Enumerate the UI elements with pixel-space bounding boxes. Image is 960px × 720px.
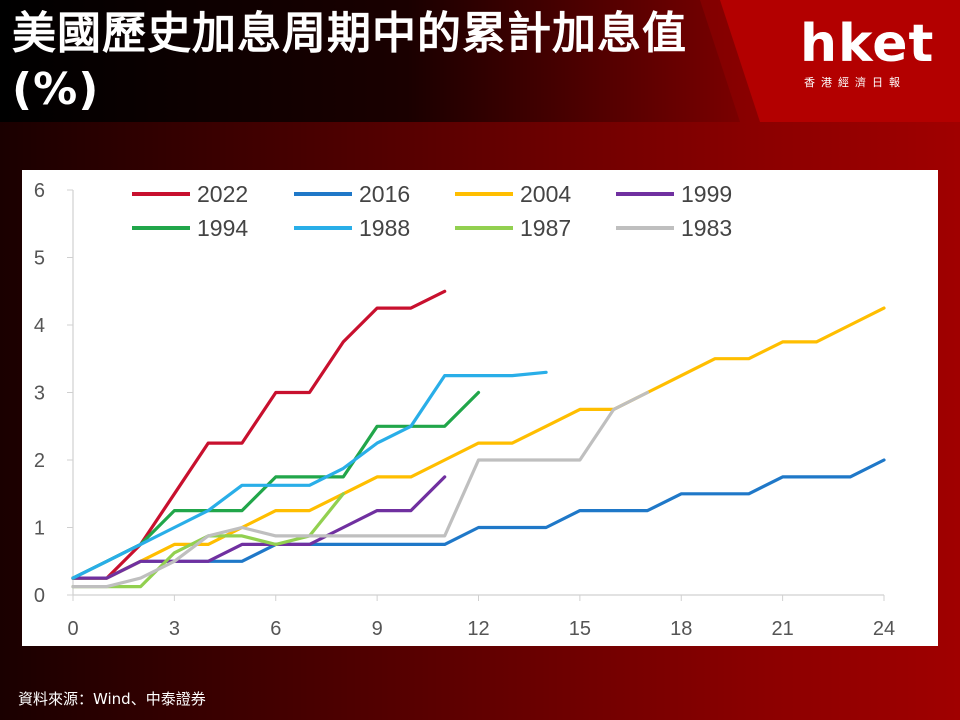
series-line-1999 bbox=[71, 475, 447, 580]
brand-wedge bbox=[720, 0, 960, 122]
y-tick-label: 1 bbox=[34, 518, 45, 540]
y-tick-label: 3 bbox=[34, 383, 45, 405]
x-tick-label: 18 bbox=[670, 618, 692, 640]
header-band bbox=[0, 0, 740, 122]
y-tick-label: 0 bbox=[34, 585, 45, 607]
x-tick-label: 12 bbox=[467, 618, 489, 640]
x-tick-label: 15 bbox=[569, 618, 591, 640]
y-tick-label: 5 bbox=[34, 248, 45, 270]
legend-label-1999: 1999 bbox=[681, 181, 732, 207]
series-line-1988 bbox=[71, 370, 548, 580]
chart-panel: 0 1 2 3 4 5 6 0 3 6 9 12 15 18 21 24 2022 2016 2004 1999 199… bbox=[22, 170, 938, 646]
hket-logo: hket 香港經濟日報 bbox=[800, 14, 940, 94]
source-note: 資料來源：Wind、中泰證券 bbox=[18, 690, 206, 708]
legend-label-2016: 2016 bbox=[359, 181, 410, 207]
y-tick-label: 4 bbox=[34, 315, 45, 337]
x-tick-label: 24 bbox=[873, 618, 895, 640]
legend-label-1983: 1983 bbox=[681, 215, 732, 241]
x-tick-label: 9 bbox=[372, 618, 383, 640]
x-tick-label: 6 bbox=[270, 618, 281, 640]
x-tick-label: 3 bbox=[169, 618, 180, 640]
page-title: 美國歷史加息周期中的累計加息值(%) bbox=[12, 8, 687, 115]
logo-wordmark: hket bbox=[800, 14, 935, 74]
legend-label-2022: 2022 bbox=[197, 181, 248, 207]
y-tick-label: 2 bbox=[34, 450, 45, 472]
y-tick-label: 6 bbox=[34, 180, 45, 202]
series-line-1983 bbox=[71, 390, 650, 589]
x-tick-label: 21 bbox=[772, 618, 794, 640]
legend-label-1994: 1994 bbox=[197, 215, 248, 241]
series-line-2022 bbox=[71, 289, 447, 580]
legend-label-1987: 1987 bbox=[520, 215, 571, 241]
x-tick-label: 0 bbox=[67, 618, 78, 640]
logo-subtitle: 香港經濟日報 bbox=[804, 76, 906, 89]
series-line-2004 bbox=[71, 306, 886, 580]
legend-label-2004: 2004 bbox=[520, 181, 571, 207]
legend-label-1988: 1988 bbox=[359, 215, 410, 241]
